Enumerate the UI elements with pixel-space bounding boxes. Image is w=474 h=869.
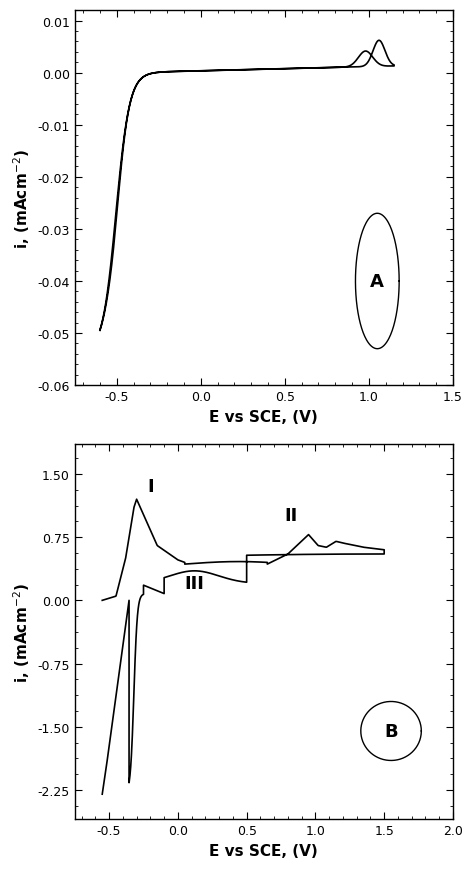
Text: A: A (370, 273, 384, 290)
Y-axis label: i, (mAcm$^{-2}$): i, (mAcm$^{-2}$) (11, 149, 32, 249)
X-axis label: E vs SCE, (V): E vs SCE, (V) (210, 843, 318, 858)
X-axis label: E vs SCE, (V): E vs SCE, (V) (210, 409, 318, 424)
Text: III: III (184, 574, 204, 593)
Text: B: B (384, 722, 398, 740)
Text: II: II (284, 507, 297, 525)
Y-axis label: i, (mAcm$^{-2}$): i, (mAcm$^{-2}$) (11, 582, 32, 682)
Text: I: I (147, 477, 154, 495)
